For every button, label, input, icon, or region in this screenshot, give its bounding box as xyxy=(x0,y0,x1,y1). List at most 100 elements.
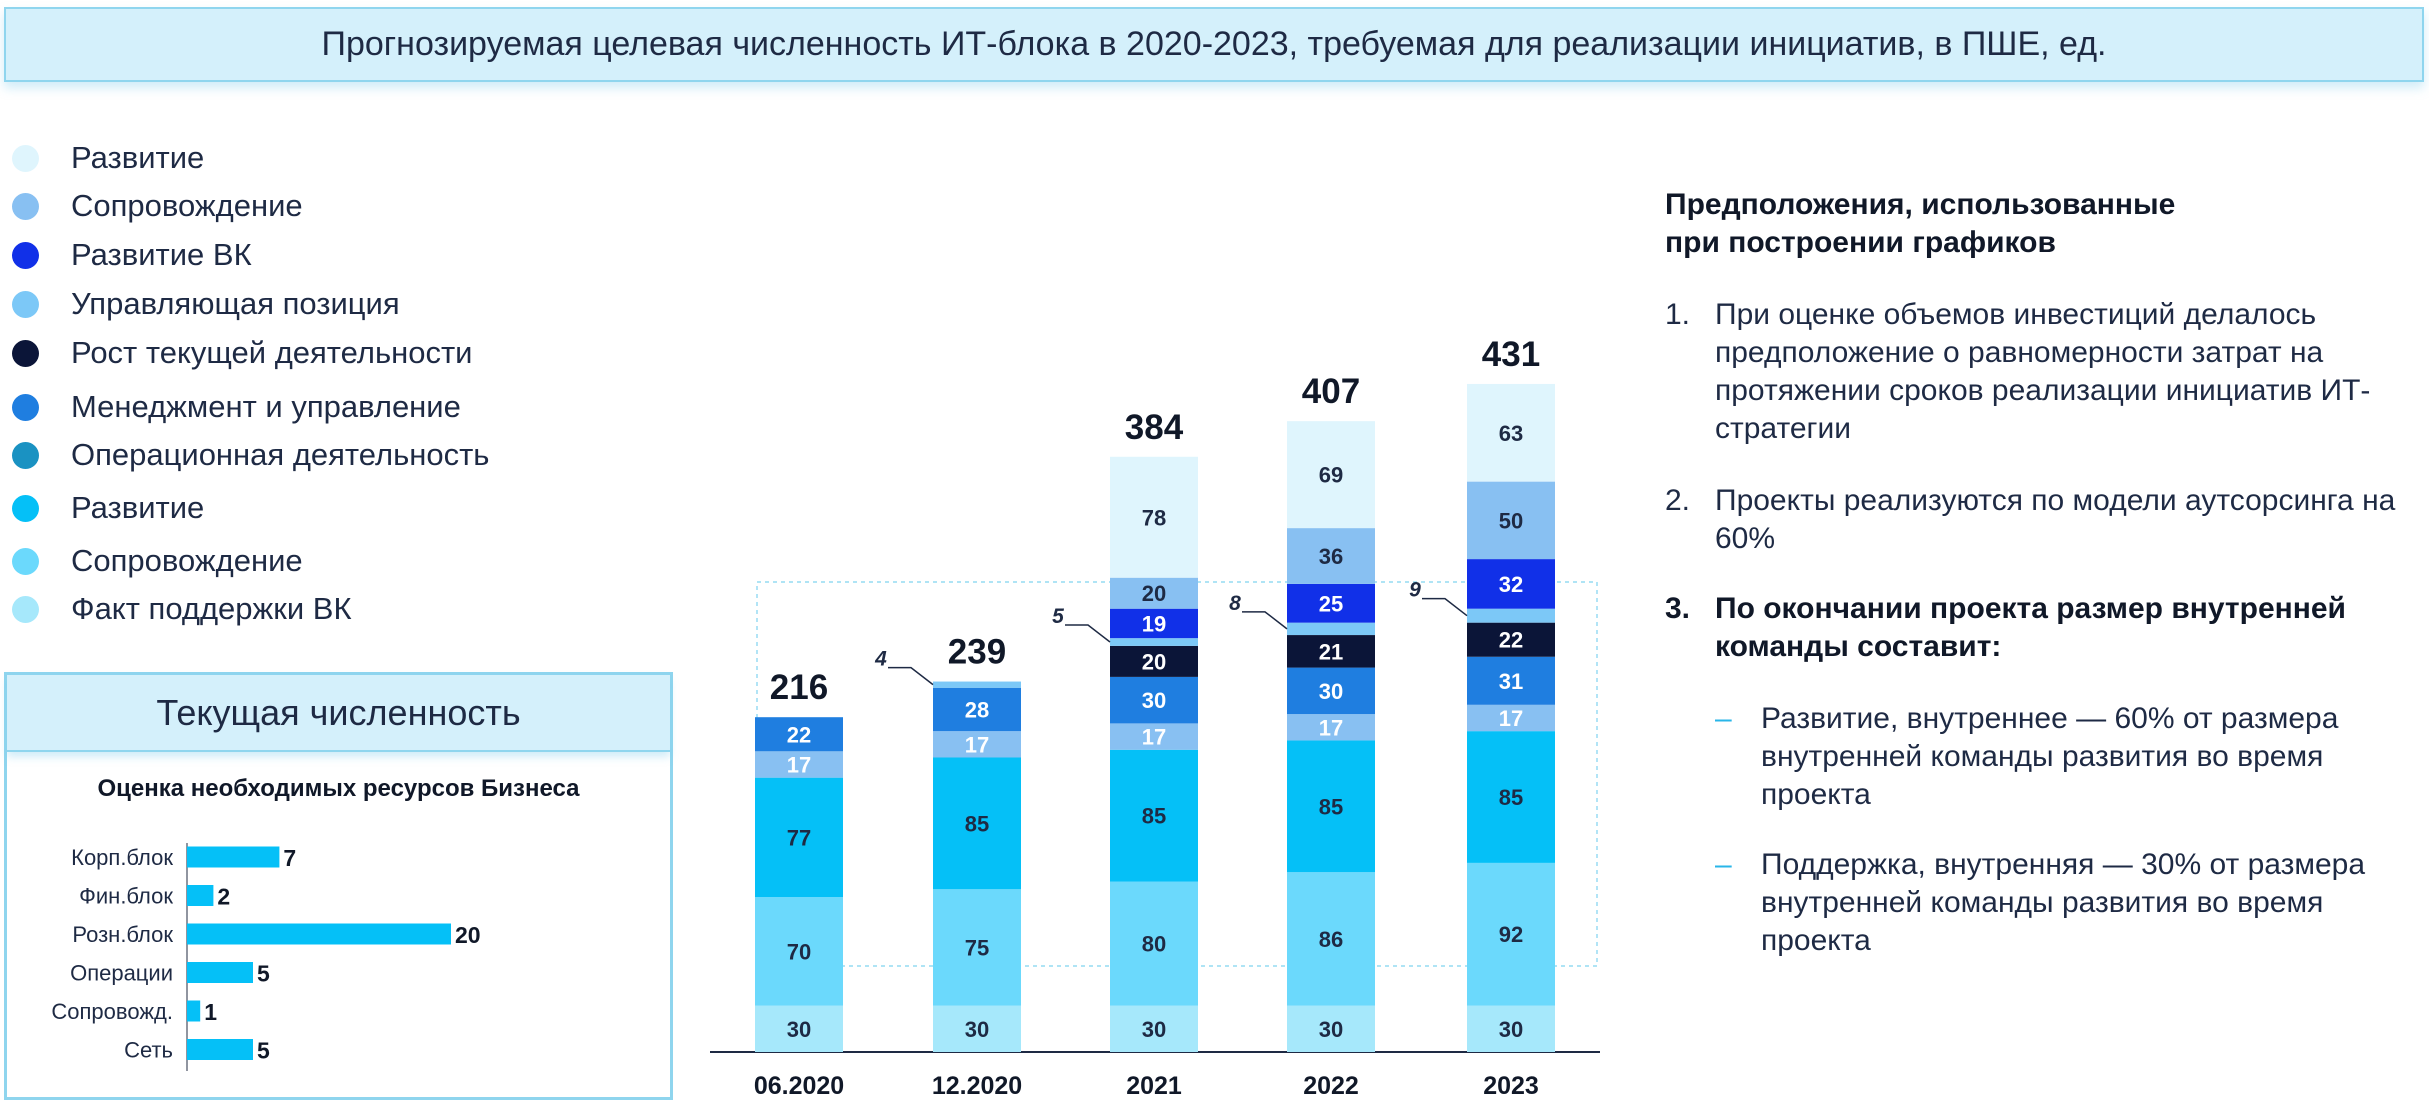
bar-segment xyxy=(1110,723,1198,750)
mini-value-label: 5 xyxy=(257,1038,270,1064)
bar-segment xyxy=(1467,656,1555,705)
bar-segment xyxy=(755,777,843,897)
assumption-number: 1. xyxy=(1665,298,1691,331)
segment-label: 85 xyxy=(1499,785,1523,810)
segment-label: 17 xyxy=(1142,725,1166,750)
segment-label: 32 xyxy=(1499,572,1523,597)
segment-label: 36 xyxy=(1319,544,1343,569)
legend-swatch xyxy=(12,595,39,623)
callout-line xyxy=(1422,597,1468,617)
mini-chart-title: Оценка необходимых ресурсов Бизнеса xyxy=(97,775,580,802)
segment-label: 85 xyxy=(1319,794,1343,819)
category-label: 06.2020 xyxy=(754,1072,844,1100)
bar-segment xyxy=(1287,872,1375,1006)
sub-assumption-text: Развитие, внутреннее — 60% от размера вн… xyxy=(1761,702,2339,811)
legend-swatch xyxy=(12,441,39,469)
legend-swatch xyxy=(12,241,39,269)
bar-segment xyxy=(1110,881,1198,1006)
legend-label: Управляющая позиция xyxy=(71,286,400,321)
mini-category-label: Фин.блок xyxy=(79,884,173,909)
mini-bar xyxy=(187,923,451,945)
segment-label: 30 xyxy=(787,1017,811,1042)
bar-segment xyxy=(1467,383,1555,482)
segment-label: 69 xyxy=(1319,463,1343,488)
legend-item: Развитие ВК xyxy=(12,237,252,273)
mini-bar xyxy=(187,962,253,983)
legend-swatch xyxy=(12,339,39,367)
bar-segment xyxy=(1467,1005,1555,1052)
legend-item: Управляющая позиция xyxy=(12,286,400,322)
bar-total-label: 239 xyxy=(948,633,1006,672)
legend-label: Развитие xyxy=(71,140,205,175)
bar-segment xyxy=(1287,528,1375,584)
panel-header: Текущая численность xyxy=(7,675,670,752)
mini-category-label: Сопровожд. xyxy=(51,999,173,1024)
segment-label: 21 xyxy=(1319,639,1343,664)
segment-label: 25 xyxy=(1319,591,1343,616)
legend-swatch xyxy=(12,290,39,318)
callout-label: 9 xyxy=(1409,579,1421,602)
segment-label: 30 xyxy=(965,1017,989,1042)
page-title: Прогнозируемая целевая численность ИТ-бл… xyxy=(321,25,2107,63)
legend-item: Менеджмент и управление xyxy=(12,389,461,425)
segment-label: 30 xyxy=(1319,679,1343,704)
legend-item: Сопровождение xyxy=(12,188,303,224)
bar-segment xyxy=(1287,635,1375,668)
mini-category-label: Сеть xyxy=(124,1038,173,1063)
page-title-banner: Прогнозируемая целевая численность ИТ-бл… xyxy=(4,7,2424,82)
legend-label: Менеджмент и управление xyxy=(71,389,461,424)
legend-item: Факт поддержки ВК xyxy=(12,591,352,627)
bar-segment xyxy=(933,889,1021,1006)
legend-item: Сопровождение xyxy=(12,543,303,579)
category-label: 2023 xyxy=(1483,1072,1539,1100)
bar-total-label: 384 xyxy=(1125,408,1184,447)
legend-label: Развитие ВК xyxy=(71,237,252,272)
assumption-text: По окончании проекта размер внутренней к… xyxy=(1715,592,2346,663)
assumption-text: Проекты реализуются по модели аутсорсинг… xyxy=(1715,484,2396,555)
legend-item: Развитие xyxy=(12,140,204,176)
business-resources-chart: Корп.блок 7 Фин.блок 2 Розн.блок 20 Операции 5 С… xyxy=(51,843,481,1071)
legend-label: Сопровождение xyxy=(71,188,303,223)
segment-label: 78 xyxy=(1142,505,1166,530)
legend-swatch xyxy=(12,494,39,522)
segment-label: 22 xyxy=(1499,628,1523,653)
mini-category-label: Розн.блок xyxy=(72,922,173,947)
bar-segment xyxy=(1467,704,1555,732)
bar-segment xyxy=(755,717,843,752)
dash-bullet: – xyxy=(1715,848,1732,881)
legend-item: Развитие xyxy=(12,490,204,526)
bar-segment xyxy=(1110,577,1198,609)
mini-value-label: 7 xyxy=(283,845,296,871)
segment-label: 30 xyxy=(1142,688,1166,713)
bar-segment xyxy=(1110,676,1198,724)
mini-bar xyxy=(187,846,280,868)
bar-segment xyxy=(755,751,843,778)
mini-value-label: 5 xyxy=(257,961,270,987)
mini-value-label: 1 xyxy=(204,999,217,1025)
segment-label: 30 xyxy=(1319,1017,1343,1042)
legend-label: Операционная деятельность xyxy=(71,437,490,472)
legend-item: Операционная деятельность xyxy=(12,437,489,473)
legend-label: Факт поддержки ВК xyxy=(71,591,352,626)
category-label: 12.2020 xyxy=(932,1072,1022,1100)
bar-total-label: 216 xyxy=(770,668,828,707)
bar-segment xyxy=(933,757,1021,890)
bar-segment xyxy=(1467,862,1555,1006)
mini-value-label: 20 xyxy=(455,922,481,948)
bar-total-label: 407 xyxy=(1302,372,1360,411)
bar-segment xyxy=(1287,740,1375,873)
bar-segment xyxy=(933,687,1021,732)
mini-value-label: 2 xyxy=(217,884,230,910)
legend-label: Рост текущей деятельности xyxy=(71,335,473,370)
segment-label: 17 xyxy=(1499,706,1523,731)
segment-label: 77 xyxy=(787,825,811,850)
segment-label: 30 xyxy=(1499,1017,1523,1042)
segment-label: 50 xyxy=(1499,508,1523,533)
segment-label: 75 xyxy=(965,935,989,960)
segment-label: 85 xyxy=(1142,804,1166,829)
mini-bar xyxy=(187,1039,253,1060)
segment-label: 92 xyxy=(1499,922,1523,947)
segment-label: 22 xyxy=(787,722,811,747)
bar-segment xyxy=(1467,731,1555,863)
